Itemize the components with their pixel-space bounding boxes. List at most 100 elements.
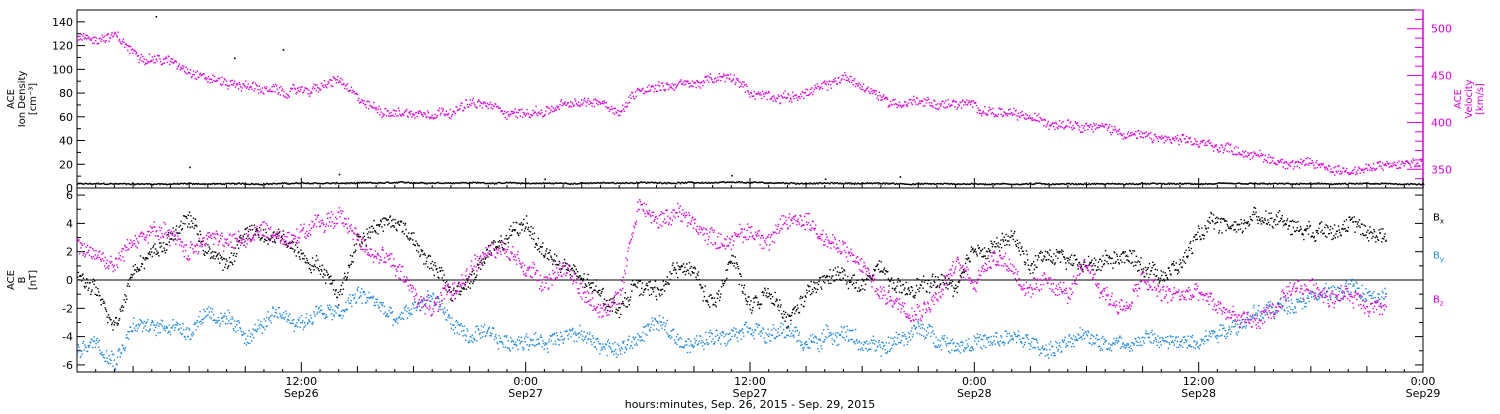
by-point (632, 348, 633, 349)
velocity-point (346, 88, 347, 89)
by-point (922, 327, 923, 328)
by-point (332, 319, 333, 320)
velocity-point (1046, 124, 1047, 125)
velocity-point (1028, 117, 1029, 118)
velocity-point (1219, 147, 1220, 148)
velocity-point (463, 110, 464, 111)
velocity-point (324, 80, 325, 81)
by-point (485, 335, 486, 336)
velocity-point (767, 93, 768, 94)
velocity-point (482, 103, 483, 104)
by-point (158, 326, 159, 327)
velocity-point (1263, 161, 1264, 162)
by-point (681, 338, 682, 339)
velocity-point (1377, 163, 1378, 164)
velocity-point (479, 100, 480, 101)
velocity-point (847, 80, 848, 81)
velocity-point (691, 85, 692, 86)
velocity-point (1061, 122, 1062, 123)
axis-ticks (77, 10, 1423, 372)
by-point (705, 332, 706, 333)
velocity-point (397, 115, 398, 116)
velocity-point (1047, 123, 1048, 124)
velocity-point (911, 102, 912, 103)
velocity-point (1315, 167, 1316, 168)
density-outlier (156, 16, 158, 18)
by-point (578, 333, 579, 334)
velocity-point (624, 106, 625, 107)
velocity-point (450, 118, 451, 119)
by-point (829, 335, 830, 336)
by-point (771, 329, 772, 330)
by-point (1008, 341, 1009, 342)
by-point (305, 325, 306, 326)
by-point (870, 349, 871, 350)
by-point (361, 288, 362, 289)
velocity-point (858, 82, 859, 83)
by-point (790, 323, 791, 324)
velocity-point (894, 104, 895, 105)
velocity-point (383, 115, 384, 116)
by-point (986, 339, 987, 340)
velocity-point (516, 112, 517, 113)
by-point (1024, 342, 1025, 343)
by-point (710, 330, 711, 331)
velocity-point (692, 86, 693, 87)
by-point (631, 345, 632, 346)
velocity-point (168, 56, 169, 57)
by-point (419, 306, 420, 307)
by-point (563, 339, 564, 340)
velocity-point (908, 102, 909, 103)
velocity-point (991, 113, 992, 114)
velocity-point (1251, 152, 1252, 153)
velocity-point (417, 111, 418, 112)
velocity-point (487, 103, 488, 104)
by-point (192, 335, 193, 336)
velocity-point (262, 87, 263, 88)
by-point (882, 342, 883, 343)
by-point (542, 340, 543, 341)
velocity-point (273, 84, 274, 85)
by-point (542, 346, 543, 347)
density-point (1423, 184, 1424, 185)
velocity-point (568, 102, 569, 103)
by-point (928, 324, 929, 325)
by-point (307, 322, 308, 323)
by-point (793, 336, 794, 337)
by-point (838, 344, 839, 345)
velocity-point (923, 98, 924, 99)
by-point (1048, 357, 1049, 358)
velocity-point (759, 94, 760, 95)
by-point (844, 326, 845, 327)
by-point (615, 353, 616, 354)
velocity-point (796, 97, 797, 98)
by-point (994, 343, 995, 344)
velocity-point (709, 77, 710, 78)
velocity-point (814, 85, 815, 86)
by-point (585, 335, 586, 336)
by-point (943, 338, 944, 339)
velocity-point (894, 99, 895, 100)
by-point (686, 344, 687, 345)
by-point (86, 347, 87, 348)
by-point (383, 302, 384, 303)
velocity-point (337, 76, 338, 77)
velocity-point (94, 37, 95, 38)
by-point (251, 340, 252, 341)
velocity-point (225, 84, 226, 85)
velocity-point (95, 40, 96, 41)
velocity-point (396, 110, 397, 111)
velocity-point (411, 116, 412, 117)
velocity-point (1157, 138, 1158, 139)
velocity-point (1271, 157, 1272, 158)
velocity-point (760, 94, 761, 95)
velocity-point (1416, 163, 1417, 164)
velocity-point (658, 81, 659, 82)
velocity-point (479, 105, 480, 106)
velocity-point (540, 113, 541, 114)
by-point (684, 345, 685, 346)
by-point (643, 326, 644, 327)
density-point (1144, 183, 1145, 184)
by-point (988, 341, 989, 342)
velocity-point (942, 100, 943, 101)
